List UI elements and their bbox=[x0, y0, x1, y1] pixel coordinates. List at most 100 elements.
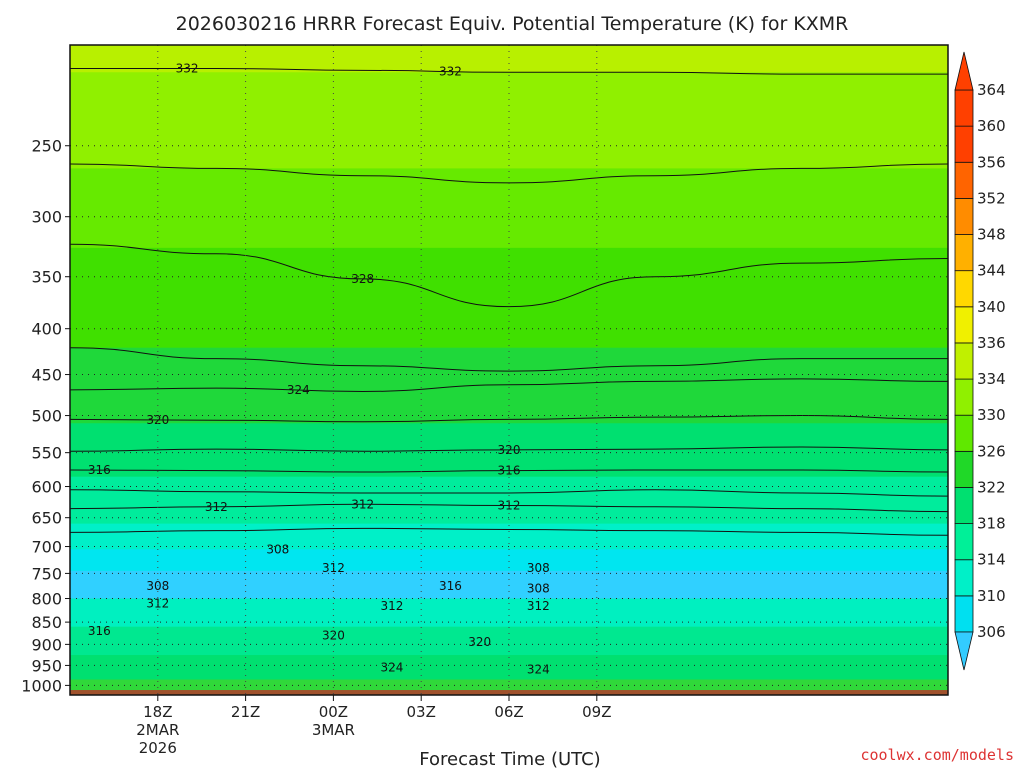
colorbar-segment bbox=[954, 595, 974, 633]
colorbar: 306 310 314 318 322 326 330 334 336 340 344 348 352 3… bbox=[954, 51, 1006, 671]
x-tick-label: 00Z bbox=[319, 703, 348, 721]
contour-line-332 bbox=[70, 67, 948, 75]
contour-label-312: 312 bbox=[498, 499, 521, 513]
contour-line-314 bbox=[70, 503, 948, 513]
contour-label-312: 312 bbox=[322, 561, 345, 575]
x-axis-label: Forecast Time (UTC) bbox=[419, 749, 600, 768]
colorbar-segment bbox=[954, 161, 974, 199]
colorbar-tick-label: 348 bbox=[977, 226, 1006, 244]
contour-line-316 bbox=[70, 489, 948, 497]
x-tick-label: 03Z bbox=[407, 703, 436, 721]
colorbar-tick-label: 356 bbox=[977, 153, 1006, 171]
contour-label-316: 316 bbox=[439, 579, 462, 593]
credit-text: coolwx.com/models bbox=[860, 746, 1014, 764]
colorbar-tick-label: 364 bbox=[977, 81, 1006, 99]
colorbar-tick-label: 360 bbox=[977, 117, 1006, 135]
x-tick-label: 06Z bbox=[494, 703, 523, 721]
colorbar-tick-label: 326 bbox=[977, 442, 1006, 460]
colorbar-segment bbox=[954, 270, 974, 308]
contour-label-328: 328 bbox=[351, 272, 374, 286]
theta-e-layer-328 bbox=[70, 247, 948, 349]
contour-label-308: 308 bbox=[266, 542, 289, 556]
contour-line-318 bbox=[70, 469, 948, 473]
contour-label-320: 320 bbox=[322, 629, 345, 643]
colorbar-tick-label: 306 bbox=[977, 623, 1006, 641]
contour-line-328 bbox=[70, 243, 948, 308]
colorbar-segment bbox=[954, 89, 974, 127]
y-tick-label: 550 bbox=[31, 444, 62, 463]
contour-line-324 bbox=[70, 378, 948, 392]
y-tick-label: 400 bbox=[31, 320, 62, 339]
contour-label-316: 316 bbox=[498, 464, 521, 478]
theta-e-layer-318 bbox=[70, 626, 948, 656]
x-tick-label: 2026 bbox=[139, 739, 177, 757]
contour-label-312: 312 bbox=[527, 599, 550, 613]
colorbar-tick-label: 340 bbox=[977, 298, 1006, 316]
theta-e-layer-330 bbox=[70, 168, 948, 249]
y-tick-label: 700 bbox=[31, 538, 62, 557]
contour-line-312 bbox=[70, 527, 948, 536]
ground-terrain bbox=[70, 690, 948, 695]
contour-line-322 bbox=[70, 415, 948, 423]
y-tick-label: 900 bbox=[31, 635, 62, 654]
y-tick-label: 300 bbox=[31, 208, 62, 227]
contour-line-326 bbox=[70, 347, 948, 372]
theta-e-layer-310 bbox=[70, 549, 948, 572]
contour-line-330 bbox=[70, 163, 948, 184]
colorbar-segment bbox=[954, 414, 974, 452]
x-tick-label: 09Z bbox=[582, 703, 611, 721]
y-tick-label: 750 bbox=[31, 564, 62, 583]
colorbar-tick-label: 318 bbox=[977, 515, 1006, 533]
contour-label-320: 320 bbox=[146, 413, 169, 427]
colorbar-segment bbox=[954, 306, 974, 344]
y-axis-ticks: 250 300 350 400 450 500 550 600 650 700 750 800 850 9… bbox=[21, 137, 70, 695]
contour-label-316: 316 bbox=[88, 624, 111, 638]
colorbar-segment bbox=[954, 197, 974, 235]
colorbar-tick-label: 334 bbox=[977, 370, 1006, 388]
y-tick-label: 600 bbox=[31, 478, 62, 497]
colorbar-segment bbox=[954, 523, 974, 561]
colorbar-tick-label: 314 bbox=[977, 551, 1006, 569]
contour-label-332: 332 bbox=[176, 61, 199, 75]
grid-lines bbox=[70, 45, 948, 695]
y-tick-label: 950 bbox=[31, 656, 62, 675]
x-tick-label: 2MAR bbox=[136, 721, 179, 739]
colorbar-segment bbox=[954, 342, 974, 380]
y-tick-label: 850 bbox=[31, 613, 62, 632]
theta-e-layer-308 bbox=[70, 570, 948, 600]
contour-line-320 bbox=[70, 446, 948, 452]
contour-label-320: 320 bbox=[498, 443, 521, 457]
colorbar-max-arrow bbox=[954, 51, 974, 91]
contour-label-312: 312 bbox=[351, 497, 374, 511]
colorbar-segment bbox=[954, 559, 974, 597]
contour-label-308: 308 bbox=[527, 561, 550, 575]
colorbar-tick-label: 352 bbox=[977, 189, 1006, 207]
y-tick-label: 450 bbox=[31, 366, 62, 385]
contour-label-324: 324 bbox=[527, 662, 550, 676]
y-tick-label: 800 bbox=[31, 590, 62, 609]
colorbar-tick-label: 330 bbox=[977, 406, 1006, 424]
y-tick-label: 250 bbox=[31, 137, 62, 156]
chart-title: 2026030216 HRRR Forecast Equiv. Potentia… bbox=[176, 13, 849, 35]
contour-labels: 332 332 328 324 320 320 316 316 312 312 312 308 312 3… bbox=[88, 61, 550, 676]
x-tick-label: 18Z bbox=[143, 703, 172, 721]
colorbar-segment bbox=[954, 487, 974, 525]
contour-label-332: 332 bbox=[439, 65, 462, 79]
contour-label-312: 312 bbox=[205, 500, 228, 514]
colorbar-segment bbox=[954, 125, 974, 163]
theta-e-layer-322 bbox=[70, 655, 948, 681]
theta-e-layer-332 bbox=[70, 72, 948, 169]
theta-e-layer-316 bbox=[70, 476, 948, 525]
colorbar-segment bbox=[954, 450, 974, 488]
contour-lines bbox=[70, 67, 948, 536]
contour-label-308: 308 bbox=[146, 579, 169, 593]
contour-label-312: 312 bbox=[380, 599, 403, 613]
colorbar-segment bbox=[954, 378, 974, 416]
contour-label-308: 308 bbox=[527, 582, 550, 596]
contour-label-316: 316 bbox=[88, 463, 111, 477]
colorbar-segment bbox=[954, 234, 974, 272]
colorbar-tick-label: 344 bbox=[977, 262, 1006, 280]
theta-e-layer-312 bbox=[70, 598, 948, 628]
